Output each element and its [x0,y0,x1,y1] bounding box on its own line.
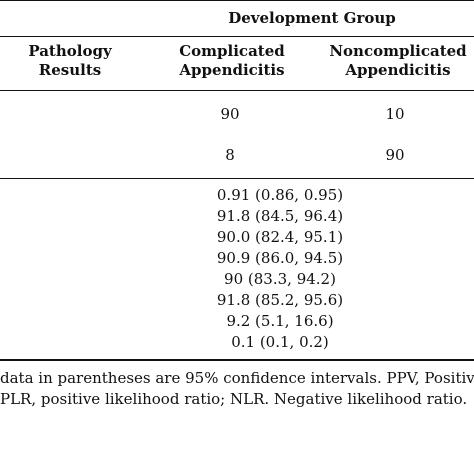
row2-noncomplicated: 90 [385,146,405,164]
header-noncomplicated-line2: Appendicitis [345,61,451,79]
stat-line: 0.1 (0.1, 0.2) [231,333,329,351]
row1-noncomplicated: 10 [385,105,405,123]
header-complicated-line1: Complicated [179,42,285,60]
stat-line: 9.2 (5.1, 16.6) [226,312,334,330]
footnote-line1: data in parentheses are 95% confidence i… [0,369,474,387]
stat-line: 0.91 (0.86, 0.95) [216,186,344,204]
stat-line: 90.0 (82.4, 95.1) [216,228,344,246]
header-complicated-line2: Appendicitis [179,61,285,79]
header-rule [0,90,474,91]
header-pathology-line2: Results [38,61,102,79]
bottom-rule [0,359,474,361]
row1-complicated: 90 [220,105,240,123]
stat-line: 90.9 (86.0, 94.5) [216,249,344,267]
stat-line: 91.8 (84.5, 96.4) [216,207,344,225]
group-title: Development Group [228,9,396,27]
stat-line: 91.8 (85.2, 95.6) [216,291,344,309]
row2-complicated: 8 [225,146,235,164]
stat-line: 90 (83.3, 94.2) [224,270,336,288]
body-rule [0,178,474,179]
header-pathology-line1: Pathology [28,42,112,60]
top-rule [0,0,474,1]
group-underline [0,36,474,37]
footnote-line2: PLR, positive likelihood ratio; NLR. Neg… [0,390,468,408]
header-noncomplicated-line1: Noncomplicated [329,42,467,60]
